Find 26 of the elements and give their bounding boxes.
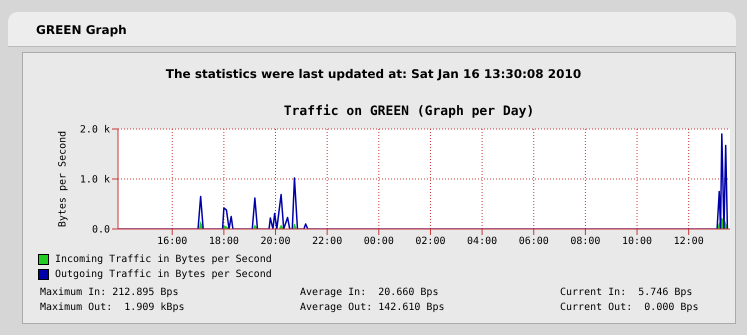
chart-subtitle: The statistics were last updated at: Sat Jan 16 13:30:08 2010	[164, 67, 582, 81]
x-tick-label: 10:00	[622, 236, 652, 248]
x-tick-label: 20:00	[260, 236, 291, 248]
y-tick-label: 2.0 k	[80, 124, 110, 136]
text: GREEN Graph	[36, 23, 127, 37]
x-tick-label: 02:00	[415, 236, 446, 248]
x-tick-label: 06:00	[518, 236, 549, 248]
legend-label: Incoming Traffic in Bytes per Second	[55, 253, 272, 267]
x-tick-label: 00:00	[364, 236, 394, 248]
legend-label: Outgoing Traffic in Bytes per Second	[55, 268, 272, 282]
x-tick-label: 12:00	[674, 236, 704, 248]
text: Maximum In: 212.895 Bps	[40, 287, 178, 298]
chart-title: Traffic on GREEN (Graph per Day)	[282, 104, 536, 119]
x-tick-label: 16:00	[157, 236, 188, 248]
x-tick-label: 18:00	[208, 236, 239, 248]
y-tick-label: 0.0	[92, 224, 110, 236]
y-axis-title: Bytes per Second	[58, 130, 69, 228]
y-tick-label: 1.0 k	[80, 174, 110, 186]
x-tick-label: 08:00	[570, 236, 600, 248]
x-tick-label: 22:00	[312, 236, 342, 248]
text: Average In: 20.660 Bps	[300, 287, 438, 298]
text: Average Out: 142.610 Bps	[300, 302, 444, 313]
text: Maximum Out: 1.909 kBps	[40, 302, 184, 313]
text: Current Out: 0.000 Bps	[560, 302, 698, 313]
text: Current In: 5.746 Bps	[560, 287, 692, 298]
x-tick-label: 04:00	[467, 236, 498, 248]
